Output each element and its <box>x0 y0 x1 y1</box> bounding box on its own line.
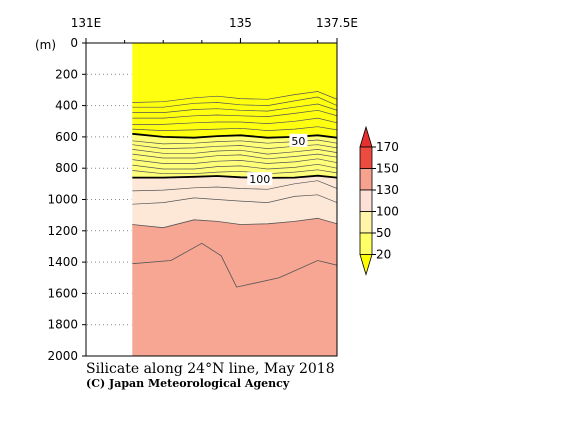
contour-line <box>132 126 337 131</box>
contour-line <box>132 194 337 205</box>
contour-line <box>132 149 337 155</box>
contour-label-bg <box>247 172 273 186</box>
credit-text: (C) Japan Meteorological Agency <box>86 377 290 390</box>
contour-band <box>132 133 337 178</box>
contour-line-b100 <box>132 174 337 179</box>
contour-line <box>132 103 337 113</box>
y-tick-label: 600 <box>55 130 78 144</box>
x-tick-label: 135 <box>229 16 252 30</box>
y-tick-label: 200 <box>55 67 78 81</box>
contour-line <box>132 96 337 108</box>
y-tick-label: 1000 <box>47 193 78 207</box>
colorbar-segment <box>359 146 373 169</box>
contour-line <box>132 91 337 103</box>
colorbar-label: 150 <box>376 162 399 176</box>
chart-title: Silicate along 24°N line, May 2018 <box>86 361 335 377</box>
colorbar-top-triangle <box>359 125 373 148</box>
contour-label: 50 <box>291 135 305 148</box>
contour-label-bg <box>289 133 308 147</box>
colorbar-label: 20 <box>376 248 391 262</box>
contour-line <box>132 153 337 160</box>
y-axis-label: (m) <box>35 38 56 52</box>
contour-line <box>132 169 337 175</box>
y-tick-label: 2000 <box>47 349 78 363</box>
contour-band <box>132 43 337 138</box>
y-tick-label: 0 <box>70 36 78 50</box>
x-tick-label: 137.5E <box>316 16 358 30</box>
contour-line <box>132 139 337 145</box>
y-tick-label: 1600 <box>47 286 78 300</box>
colorbar: 20 50 100 130 150 170 <box>359 125 399 276</box>
colorbar-label: 130 <box>376 183 399 197</box>
colorbar-segment <box>359 232 373 255</box>
colorbar-segment <box>359 168 373 191</box>
contour-line-b50 <box>132 132 337 139</box>
contour-line <box>132 109 337 119</box>
colorbar-label: 170 <box>376 140 399 154</box>
contour-band <box>132 218 337 356</box>
contour-line-b130 <box>132 217 337 229</box>
y-tick-label: 400 <box>55 99 78 113</box>
contour-line <box>132 180 337 192</box>
colorbar-bottom-triangle <box>359 254 373 276</box>
y-tick-label: 1400 <box>47 255 78 269</box>
y-tick-label: 1200 <box>47 224 78 238</box>
colorbar-segment <box>359 189 373 212</box>
contour-line-deep <box>132 242 337 288</box>
contour-line <box>132 144 337 149</box>
y-tick-label: 1800 <box>47 318 78 332</box>
colorbar-label: 100 <box>376 205 399 219</box>
colorbar-segment <box>359 211 373 234</box>
contour-label: 100 <box>249 173 270 186</box>
axes: 0 200 400 600 800 1000 1200 1400 1600 1800 2000 131… <box>47 16 358 363</box>
plot-area: 50 100 <box>132 43 337 356</box>
contour-line <box>132 158 337 164</box>
colorbar-label: 50 <box>376 226 391 240</box>
contour-line <box>132 117 337 125</box>
y-tick-label: 800 <box>55 161 78 175</box>
x-tick-label: 131E <box>71 16 102 30</box>
contour-line <box>132 163 337 170</box>
